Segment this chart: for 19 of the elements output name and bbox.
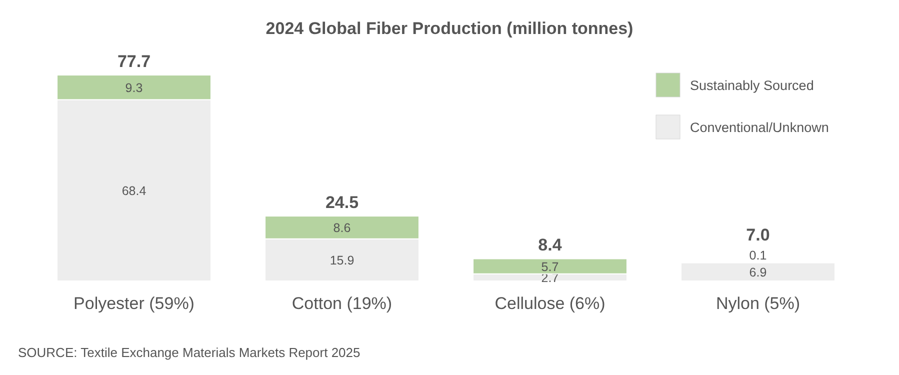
legend-label: Sustainably Sourced	[690, 78, 814, 93]
data-label: 8.6	[333, 220, 351, 235]
chart-title: 2024 Global Fiber Production (million tonnes)	[266, 19, 634, 38]
total-label: 8.4	[538, 236, 562, 255]
data-label: 5.7	[541, 260, 559, 274]
data-label: 15.9	[330, 253, 354, 268]
x-tick-label: Cotton (19%)	[292, 294, 392, 313]
x-tick-label: Polyester (59%)	[74, 294, 194, 313]
data-label: 68.4	[122, 184, 146, 198]
data-label: 0.1	[749, 248, 767, 262]
data-label: 9.3	[125, 80, 143, 95]
x-tick-label: Nylon (5%)	[716, 294, 800, 313]
source-note: SOURCE: Textile Exchange Materials Markets Report 2025	[18, 345, 360, 360]
total-label: 24.5	[325, 193, 359, 212]
total-label: 77.7	[117, 52, 151, 71]
legend-label: Conventional/Unknown	[690, 120, 829, 135]
x-tick-label: Cellulose (6%)	[494, 294, 606, 313]
data-label: 6.9	[749, 265, 767, 280]
total-label: 7.0	[746, 225, 770, 244]
